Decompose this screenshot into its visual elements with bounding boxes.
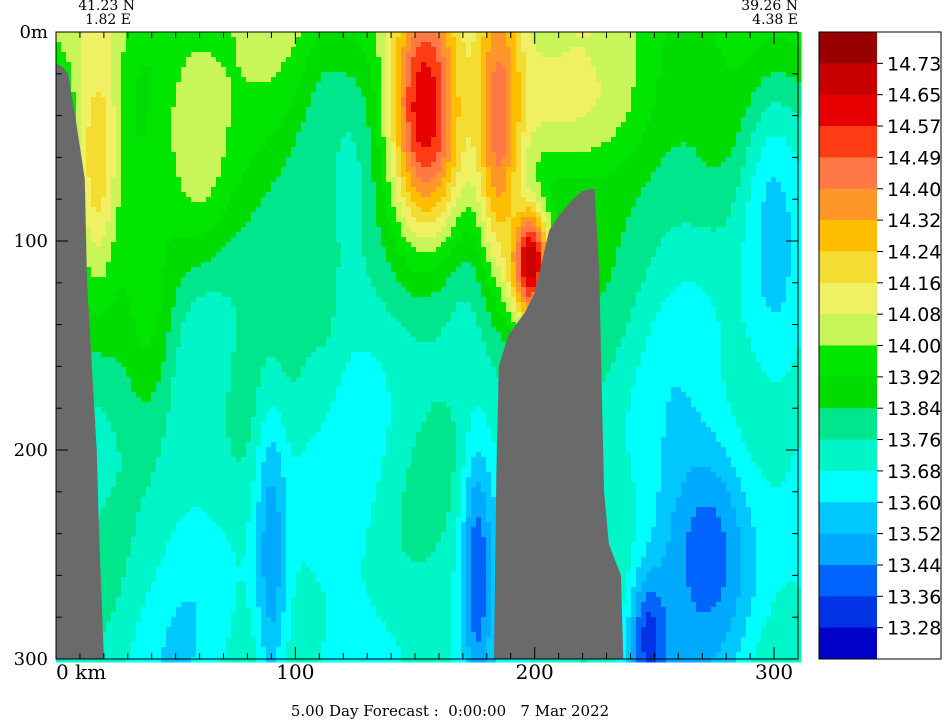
colorbar-swatch <box>819 627 877 660</box>
colorbar-label: 14.49 <box>887 147 941 169</box>
colorbar-swatch <box>819 439 877 472</box>
colorbar-label: 14.24 <box>887 241 941 263</box>
x-tick-label: 300 <box>755 660 793 684</box>
colorbar-label: 14.08 <box>887 304 941 326</box>
x-ticks: 0 km 100 200 300 <box>55 32 799 684</box>
colorbar-swatch <box>819 376 877 409</box>
y-tick-label: 100 <box>14 231 48 252</box>
x-tick-label: 200 <box>516 660 554 684</box>
colorbar-label: 14.65 <box>887 85 941 107</box>
plot-frame <box>55 31 799 660</box>
colorbar-swatch <box>819 220 877 252</box>
left-lon: 1.82 E <box>85 12 131 28</box>
left-lat: 41.23 N <box>78 0 135 14</box>
colorbar-swatch <box>819 408 877 440</box>
colorbar-label: 13.84 <box>887 398 941 420</box>
land-mask-left <box>56 63 104 659</box>
colorbar-label: 13.76 <box>887 430 941 452</box>
colorbar-label: 13.92 <box>887 367 941 389</box>
colorbar-swatch <box>819 157 877 190</box>
colorbar-label: 13.36 <box>887 586 941 608</box>
colorbar-label: 13.60 <box>887 492 941 514</box>
colorbar-swatch <box>819 63 877 96</box>
colorbar-swatch <box>819 314 877 346</box>
colorbar-label: 14.00 <box>887 336 941 358</box>
colorbar-swatch <box>819 94 877 127</box>
x-tick-label: 0 km <box>56 660 106 684</box>
y-tick-label: 300 <box>14 649 48 670</box>
colorbar: 14.73 14.65 14.57 14.49 14.40 14.32 14.24 14.16… <box>819 32 941 660</box>
right-lon: 4.38 E <box>752 12 798 28</box>
colorbar-label: 13.28 <box>887 618 941 640</box>
colorbar-swatch <box>819 251 877 284</box>
colorbar-swatch <box>819 188 877 221</box>
colorbar-label: 13.52 <box>887 524 941 546</box>
colorbar-swatch <box>819 564 877 597</box>
forecast-footer: 5.00 Day Forecast : 0:00:00 7 Mar 2022 <box>291 702 609 720</box>
y-ticks: 0m 100 200 300 <box>14 22 798 670</box>
colorbar-swatch <box>819 32 877 64</box>
land-mask-right <box>494 188 624 660</box>
colorbar-label: 14.16 <box>887 273 941 295</box>
colorbar-label: 14.32 <box>887 210 941 232</box>
y-tick-label: 200 <box>14 440 48 461</box>
temperature-field <box>56 32 802 663</box>
colorbar-swatch <box>819 502 877 534</box>
colorbar-swatch <box>819 126 877 158</box>
colorbar-label: 14.57 <box>887 116 941 138</box>
colorbar-label: 13.44 <box>887 555 941 577</box>
colorbar-label: 13.68 <box>887 461 941 483</box>
colorbar-swatch <box>819 470 877 503</box>
colorbar-swatch <box>819 282 877 315</box>
right-lat: 39.26 N <box>741 0 798 14</box>
y-tick-label: 0m <box>19 22 48 43</box>
colorbar-label: 14.40 <box>887 179 941 201</box>
colorbar-swatch <box>819 596 877 629</box>
colorbar-swatch <box>819 533 877 566</box>
x-tick-label: 100 <box>276 660 314 684</box>
colorbar-frame <box>818 31 942 660</box>
colorbar-swatch <box>819 345 877 378</box>
colorbar-label: 14.73 <box>887 53 941 75</box>
